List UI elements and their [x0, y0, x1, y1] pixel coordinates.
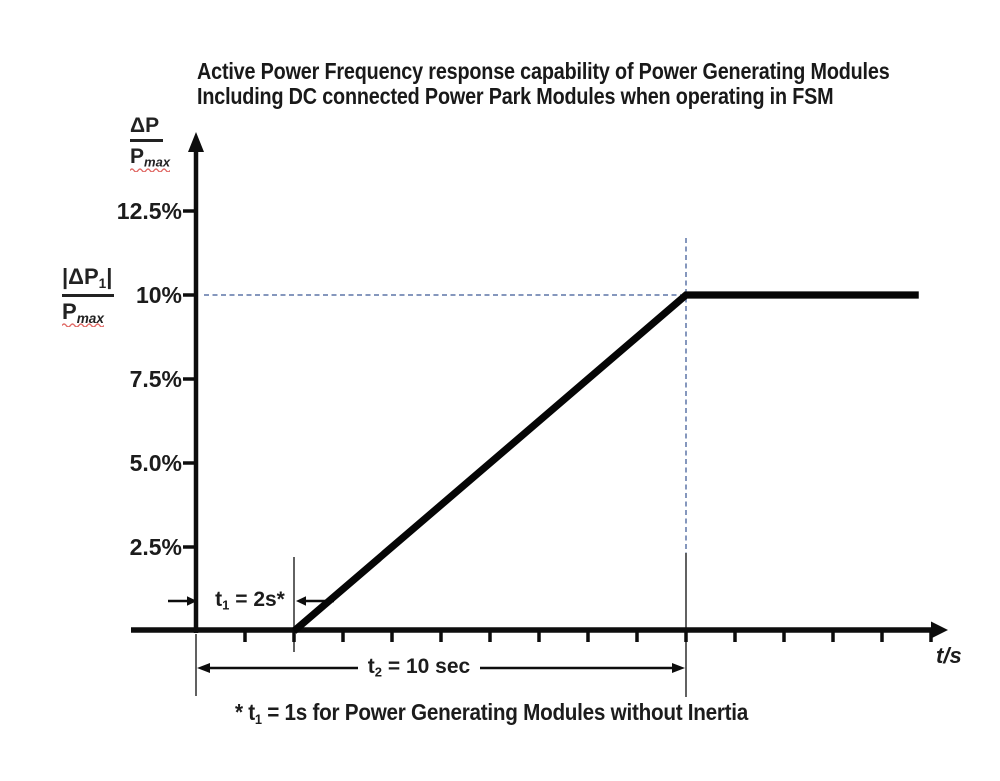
t2-annotation-label: t2 = 10 sec: [367, 655, 471, 680]
spellcheck-squiggle-icon: [130, 167, 171, 172]
pmax-denominator: Pmax: [62, 298, 104, 327]
delta-p-numerator: ΔP: [130, 114, 160, 137]
y-axis-unit-label: ΔP Pmax: [130, 114, 171, 172]
reference-level-label: |ΔP1| Pmax: [62, 260, 114, 327]
delta-p1-numerator: |ΔP1|: [62, 264, 113, 291]
t1-arrow-right-head: [296, 596, 306, 606]
y-tick-label: 12.5%: [116, 198, 182, 224]
y-tick-label: 10%: [135, 282, 182, 308]
pmax-denominator: Pmax: [130, 145, 171, 172]
t1-annotation-label: t1 = 2s*: [215, 588, 285, 613]
chart-title: Active Power Frequency response capabili…: [197, 59, 890, 109]
footnote: * t1 = 1s for Power Generating Modules w…: [235, 699, 749, 728]
x-axis-arrowhead: [931, 621, 948, 639]
y-tick-label: 7.5%: [129, 366, 182, 392]
response-curve: [291, 291, 919, 634]
y-axis-arrowhead: [188, 132, 204, 152]
y-tick-label: 5.0%: [129, 450, 182, 476]
x-axis-label: t/s: [936, 643, 962, 668]
fraction-bar: [62, 294, 114, 297]
chart-title-line2: Including DC connected Power Park Module…: [197, 83, 834, 109]
spellcheck-squiggle-icon: [62, 322, 104, 327]
chart-title-line1: Active Power Frequency response capabili…: [197, 58, 890, 84]
fraction-bar: [130, 139, 163, 142]
t1-arrow-left-head: [187, 596, 197, 606]
t2-arrow-left-head: [197, 663, 210, 673]
t2-arrow-right-head: [672, 663, 685, 673]
y-tick-label: 2.5%: [129, 534, 182, 560]
